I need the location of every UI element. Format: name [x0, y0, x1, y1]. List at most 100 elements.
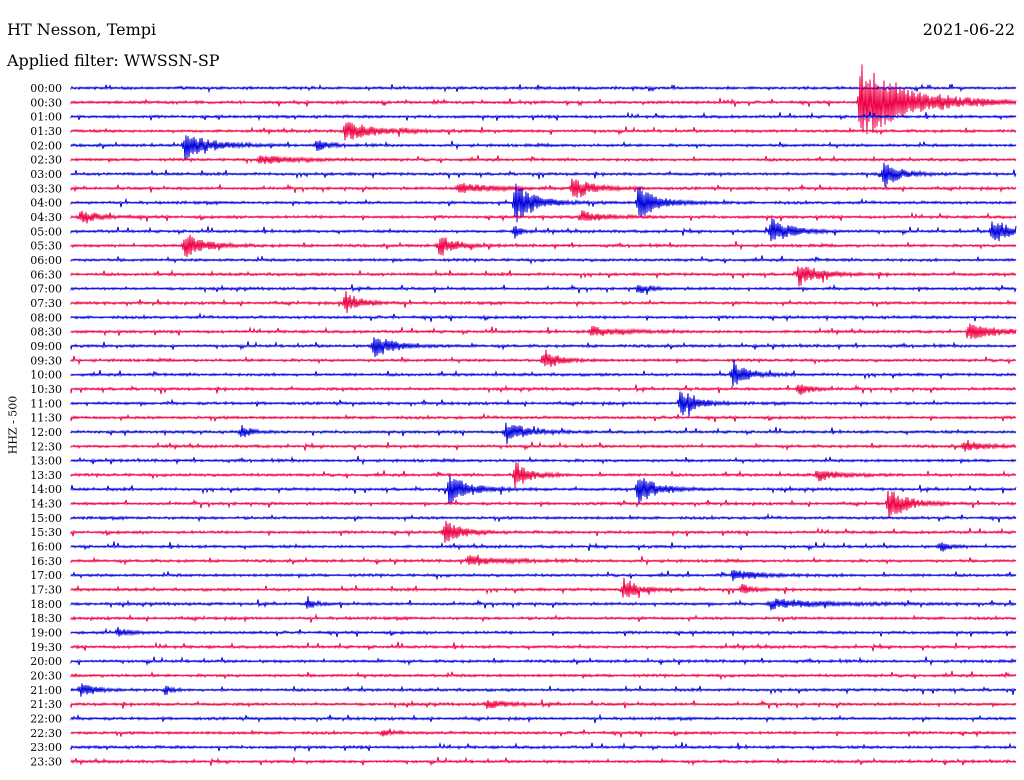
- time-label-1230: 12:30: [30, 440, 62, 453]
- time-label-0000: 00:00: [30, 82, 62, 95]
- trace-2300: [70, 741, 1017, 753]
- time-label-1100: 11:00: [30, 397, 62, 410]
- time-label-0300: 03:00: [30, 168, 62, 181]
- trace-0600: [70, 255, 1017, 266]
- time-label-2000: 20:00: [30, 655, 62, 668]
- time-label-1830: 18:30: [30, 612, 62, 625]
- trace-0530: [70, 234, 1017, 258]
- record-date: 2021-06-22: [922, 20, 1015, 39]
- trace-0000: [70, 83, 1017, 94]
- time-label-1730: 17:30: [30, 584, 62, 597]
- trace-1400: [70, 475, 1017, 505]
- trace-0400: [70, 183, 1017, 223]
- trace-0630: [70, 266, 1017, 287]
- time-label-2100: 21:00: [30, 684, 62, 697]
- time-label-1030: 10:30: [30, 383, 62, 396]
- time-label-1530: 15:30: [30, 526, 62, 539]
- trace-0730: [70, 291, 1017, 314]
- trace-0230: [70, 154, 1017, 165]
- time-label-2130: 21:30: [30, 698, 62, 711]
- time-label-1630: 16:30: [30, 555, 62, 568]
- trace-0200: [70, 135, 1017, 160]
- time-label-1700: 17:00: [30, 569, 62, 582]
- trace-0700: [70, 283, 1017, 295]
- time-label-0500: 05:00: [30, 225, 62, 238]
- time-label-1300: 13:00: [30, 455, 62, 468]
- time-label-1000: 10:00: [30, 369, 62, 382]
- time-label-1130: 11:30: [30, 412, 62, 425]
- trace-1830: [70, 613, 1017, 623]
- time-label-2230: 22:30: [30, 727, 62, 740]
- trace-0300: [70, 162, 1017, 187]
- time-label-0200: 02:00: [30, 139, 62, 152]
- trace-1600: [70, 541, 1017, 552]
- trace-0900: [70, 337, 1017, 358]
- trace-2230: [70, 728, 1017, 738]
- trace-1900: [70, 626, 1017, 638]
- time-label-0800: 08:00: [30, 311, 62, 324]
- trace-2330: [70, 756, 1017, 767]
- time-label-1430: 14:30: [30, 498, 62, 511]
- time-label-1500: 15:00: [30, 512, 62, 525]
- trace-1930: [70, 641, 1017, 652]
- time-label-0400: 04:00: [30, 197, 62, 210]
- station-title: HT Nesson, Tempi: [7, 20, 157, 39]
- trace-1530: [70, 520, 1017, 543]
- trace-0930: [70, 349, 1017, 368]
- trace-2200: [70, 713, 1017, 724]
- time-label-0130: 01:30: [30, 125, 62, 138]
- time-label-2200: 22:00: [30, 713, 62, 726]
- time-label-0230: 02:30: [30, 154, 62, 167]
- trace-2030: [70, 670, 1017, 681]
- time-label-0930: 09:30: [30, 354, 62, 367]
- time-label-1800: 18:00: [30, 598, 62, 611]
- time-label-1930: 19:30: [30, 641, 62, 654]
- trace-1000: [70, 358, 1017, 387]
- trace-1430: [70, 490, 1017, 518]
- trace-2100: [70, 683, 1017, 697]
- trace-1130: [70, 412, 1017, 423]
- trace-1800: [70, 596, 1017, 611]
- trace-0500: [70, 218, 1017, 242]
- trace-1730: [70, 577, 1017, 598]
- trace-1630: [70, 554, 1017, 566]
- time-label-2300: 23:00: [30, 741, 62, 754]
- trace-0030: [70, 64, 1017, 135]
- time-label-1400: 14:00: [30, 483, 62, 496]
- trace-1230: [70, 440, 1017, 452]
- trace-0830: [70, 323, 1017, 340]
- time-label-1330: 13:30: [30, 469, 62, 482]
- time-label-0600: 06:00: [30, 254, 62, 267]
- trace-1330: [70, 462, 1017, 489]
- time-label-2030: 20:30: [30, 670, 62, 683]
- time-label-2330: 23:30: [30, 756, 62, 769]
- time-label-1900: 19:00: [30, 627, 62, 640]
- trace-group: [70, 64, 1017, 767]
- trace-0100: [70, 111, 1017, 122]
- time-label-1200: 12:00: [30, 426, 62, 439]
- trace-2000: [70, 656, 1017, 667]
- trace-0430: [70, 210, 1017, 224]
- time-label-0530: 05:30: [30, 240, 62, 253]
- trace-1500: [70, 512, 1017, 523]
- time-label-0730: 07:30: [30, 297, 62, 310]
- trace-1300: [70, 455, 1017, 466]
- trace-1200: [70, 422, 1017, 445]
- time-label-0900: 09:00: [30, 340, 62, 353]
- trace-0800: [70, 312, 1017, 323]
- time-label-0830: 08:30: [30, 326, 62, 339]
- time-label-0430: 04:30: [30, 211, 62, 224]
- time-label-0700: 07:00: [30, 283, 62, 296]
- trace-1700: [70, 569, 1017, 582]
- trace-1030: [70, 384, 1017, 395]
- time-label-0330: 03:30: [30, 182, 62, 195]
- trace-0130: [70, 122, 1017, 141]
- time-label-0030: 00:30: [30, 96, 62, 109]
- time-label-0630: 06:30: [30, 268, 62, 281]
- trace-1100: [70, 391, 1017, 417]
- trace-2130: [70, 699, 1017, 710]
- time-label-1600: 16:00: [30, 541, 62, 554]
- trace-0330: [70, 178, 1017, 198]
